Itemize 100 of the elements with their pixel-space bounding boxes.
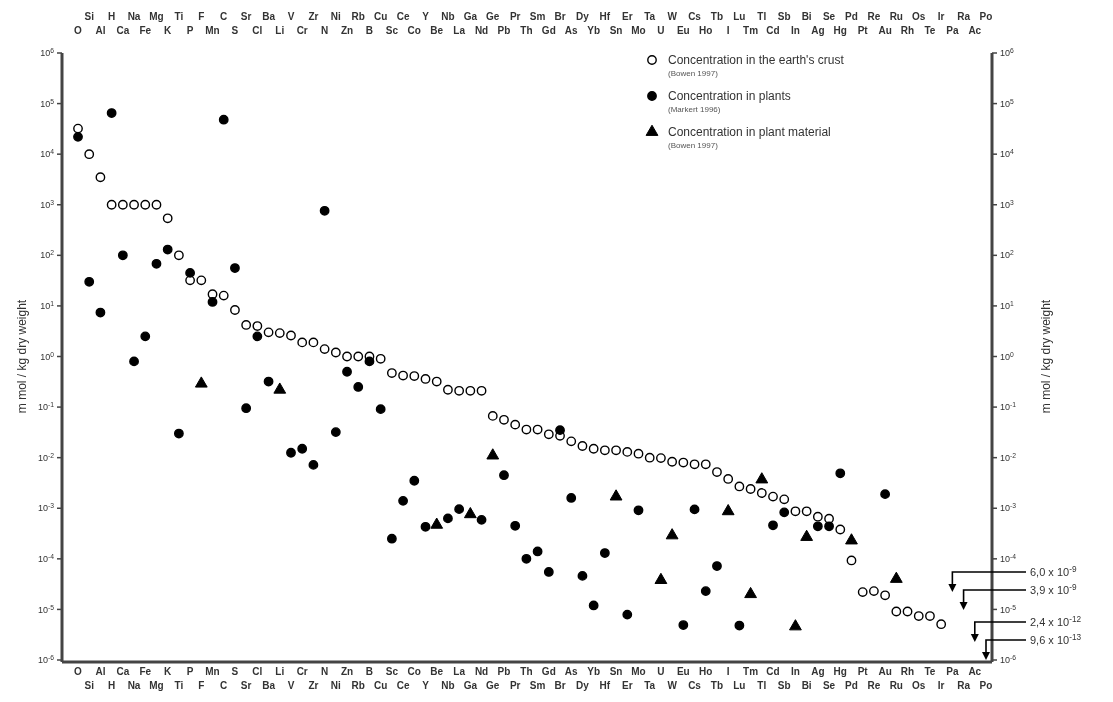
category-label: Sb	[777, 11, 791, 22]
x-tick-label: Fe	[139, 666, 152, 677]
point	[106, 108, 117, 118]
x-tick-label: Pd	[845, 680, 858, 691]
text: 10$^{-4}$	[37, 552, 54, 564]
x-tick-label: Pr	[509, 680, 521, 691]
category-label: In	[790, 25, 800, 36]
category-label: Rb	[351, 11, 365, 22]
point	[654, 572, 668, 584]
category-label: Zr	[308, 11, 319, 22]
point	[353, 382, 364, 392]
annotation: (Markert 1996)	[668, 104, 721, 114]
x-tick-label: Dy	[576, 680, 590, 691]
category-label: Pr	[509, 11, 521, 22]
y-tick-label: 10$^{3}$	[1000, 198, 1015, 210]
category-label: Pa	[946, 25, 959, 36]
x-tick-label: Tb	[710, 680, 724, 691]
category-label: O	[74, 25, 82, 36]
category-label: W	[667, 11, 677, 22]
category-label: U	[657, 25, 665, 36]
category-label: Y	[422, 11, 429, 22]
category-label: Ge	[486, 11, 500, 22]
point	[398, 495, 408, 506]
x-tick-label: Ra	[957, 680, 971, 691]
x-tick-label: V	[287, 680, 295, 691]
category-label: Te	[924, 25, 936, 36]
category-label: Mn	[205, 25, 220, 36]
x-tick-label: Ce	[396, 680, 410, 691]
y-tick-label: 10$^{0}$	[1000, 350, 1015, 362]
x-tick-label: Zr	[308, 680, 319, 691]
point	[319, 205, 330, 216]
category-label: Al	[95, 25, 106, 36]
x-tick-label: Ni	[330, 680, 342, 691]
category-label: Th	[520, 25, 533, 36]
x-tick-label: Tl	[757, 680, 767, 691]
y2-axis-title: m mol / kg dry weight	[1039, 299, 1053, 414]
category-label: Zn	[340, 25, 354, 36]
point	[463, 506, 477, 519]
x-tick-label: Ca	[116, 666, 130, 677]
point	[486, 448, 500, 460]
point	[789, 619, 802, 631]
category-label: S	[231, 25, 239, 36]
point	[824, 521, 834, 532]
category-label: Pt	[857, 25, 868, 36]
y-axis-title: m mol / kg dry weight	[15, 299, 29, 414]
x-tick-label: Mn	[205, 666, 220, 677]
x-tick-label: Ge	[486, 680, 500, 691]
point	[73, 131, 83, 142]
x-tick-label: Co	[407, 666, 421, 677]
category-label: K	[164, 25, 172, 36]
category-label: Ba	[262, 11, 275, 22]
text: 3,9 x 10$^{-9}$	[1030, 582, 1077, 596]
x-tick-label: Y	[422, 680, 430, 691]
category-label: Si	[84, 11, 94, 22]
category-label: Sn	[609, 25, 623, 36]
point	[207, 297, 218, 307]
text: 10$^{-5}$	[37, 603, 54, 615]
category-label: Os	[912, 11, 926, 22]
category-label: B	[365, 25, 374, 36]
point	[241, 403, 252, 414]
category-label: Ac	[968, 25, 982, 36]
x-tick-label: Ho	[699, 666, 713, 677]
x-tick-label: Eu	[676, 666, 690, 677]
x-tick-label: Rh	[900, 666, 915, 677]
category-label: Li	[275, 25, 285, 36]
y-tick-label: 10$^{1}$	[1000, 299, 1015, 312]
x-tick-label: U	[657, 666, 665, 677]
x-tick-label: In	[790, 666, 800, 677]
x-tick-label: Yb	[587, 666, 601, 677]
category-label: Cr	[296, 25, 308, 36]
annotation: (Bowen 1997)	[668, 140, 719, 150]
category-label: Pd	[845, 11, 858, 22]
x-tick-label: Hf	[599, 680, 611, 691]
x-tick-label: Hg	[833, 666, 847, 677]
category-label: Cd	[766, 25, 780, 36]
x-tick-label: Be	[430, 666, 444, 677]
legend-label: Concentration in plant material	[668, 125, 831, 140]
x-tick-label: P	[186, 666, 194, 677]
category-label: Gd	[541, 25, 556, 36]
category-label: Po	[979, 11, 993, 22]
x-tick-label: Au	[878, 666, 892, 677]
y-tick-label: 10$^{6}$	[1000, 46, 1015, 59]
category-label: Yb	[587, 25, 601, 36]
x-tick-label: Ba	[262, 680, 276, 691]
point	[443, 513, 453, 524]
text: 10$^{4}$	[40, 147, 54, 160]
point	[273, 382, 287, 394]
point	[744, 586, 757, 599]
text: 10$^{-6}$	[37, 653, 54, 666]
x-tick-label: Th	[520, 666, 533, 677]
point	[880, 489, 891, 500]
category-label: Be	[430, 25, 444, 36]
x-tick-label: O	[74, 666, 83, 677]
category-label: Er	[622, 11, 633, 22]
category-label: Eu	[676, 25, 690, 36]
text: 10$^{6}$	[40, 46, 54, 59]
category-label: Ti	[174, 11, 184, 22]
point	[577, 570, 588, 581]
point	[609, 489, 623, 501]
annotation: (Bowen 1997)	[668, 68, 719, 78]
